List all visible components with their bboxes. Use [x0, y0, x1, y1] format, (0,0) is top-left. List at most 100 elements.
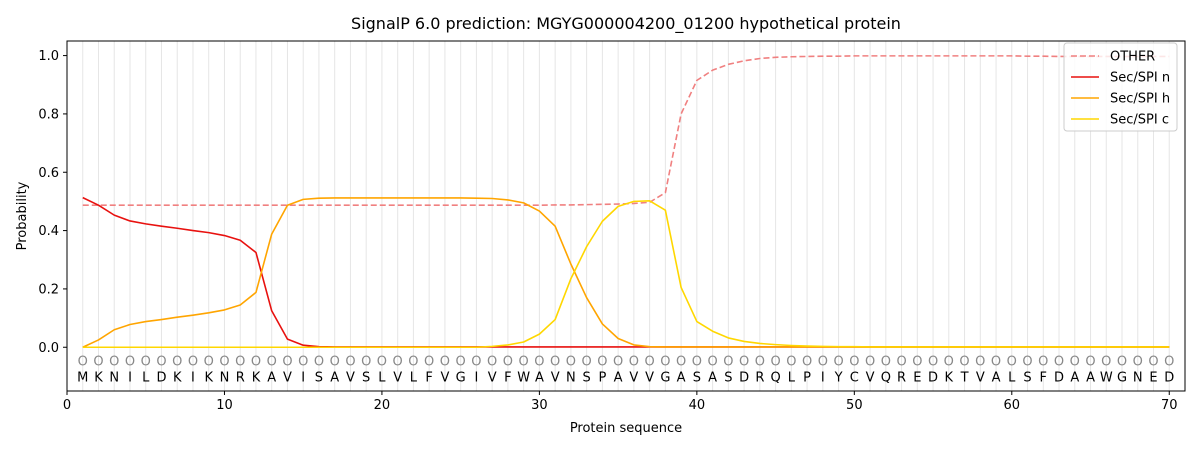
- sequence-letter: N: [220, 370, 230, 385]
- region-label: O: [1117, 354, 1127, 369]
- region-label: O: [645, 354, 655, 369]
- region-label: O: [314, 354, 324, 369]
- sequence-letter: I: [191, 370, 195, 385]
- sequence-letter: I: [301, 370, 305, 385]
- region-label: O: [393, 354, 403, 369]
- y-axis-ticks: 0.0 0.2 0.4 0.6 0.8 1.0: [38, 49, 67, 356]
- region-label: O: [944, 354, 954, 369]
- sequence-letter: K: [94, 370, 103, 385]
- sequence-letter: N: [566, 370, 576, 385]
- series-lines: [82, 55, 1170, 349]
- region-label: O: [471, 354, 481, 369]
- region-label: O: [1070, 354, 1080, 369]
- sequence-letter: A: [677, 370, 686, 385]
- region-label: O: [1164, 354, 1174, 369]
- region-label: O: [613, 354, 623, 369]
- sequence-letter: V: [866, 370, 875, 385]
- sequence-letter: A: [1086, 370, 1095, 385]
- sequence-letter: I: [474, 370, 478, 385]
- y-tick-label: 0.4: [38, 224, 59, 239]
- sequence-letter: I: [128, 370, 132, 385]
- y-axis-label: Probability: [15, 181, 30, 250]
- sequence-letter: V: [488, 370, 497, 385]
- sequence-letter: G: [456, 370, 466, 385]
- sequence-letter: S: [315, 370, 323, 385]
- region-label: O: [1133, 354, 1143, 369]
- sequence-letter: K: [173, 370, 182, 385]
- region-label: O: [1038, 354, 1048, 369]
- sequence-letter: A: [267, 370, 276, 385]
- sequence-letter: A: [992, 370, 1001, 385]
- region-label: O: [786, 354, 796, 369]
- region-label: O: [456, 354, 466, 369]
- region-label: O: [912, 354, 922, 369]
- region-label: O: [975, 354, 985, 369]
- region-label: O: [172, 354, 182, 369]
- x-axis-ticks: 0 10 20 30 40 50 60 70: [63, 391, 1178, 413]
- region-label: O: [849, 354, 859, 369]
- sequence-letter: W: [1100, 370, 1113, 385]
- y-tick-label: 0.2: [38, 282, 59, 297]
- legend-label: OTHER: [1110, 50, 1155, 65]
- sequence-letter: L: [788, 370, 796, 385]
- series-line-sec-spi-n: [82, 196, 1170, 348]
- legend: OTHER Sec/SPI n Sec/SPI h Sec/SPI c: [1063, 42, 1178, 132]
- x-tick-label: 10: [216, 398, 233, 413]
- x-tick-label: 20: [374, 398, 391, 413]
- region-label: O: [219, 354, 229, 369]
- region-label: O: [282, 354, 292, 369]
- region-label: O: [93, 354, 103, 369]
- x-tick-label: 0: [63, 398, 71, 413]
- sequence-letter: E: [1149, 370, 1157, 385]
- region-label: O: [408, 354, 418, 369]
- sequence-letter: D: [1164, 370, 1174, 385]
- sequence-letter: S: [362, 370, 370, 385]
- sequence-letter: V: [645, 370, 654, 385]
- sequence-letter: L: [142, 370, 150, 385]
- plot-frame: [66, 40, 1186, 392]
- sequence-letter: V: [393, 370, 402, 385]
- sequence-letter: A: [708, 370, 717, 385]
- region-label: O: [125, 354, 135, 369]
- sequence-letter: R: [236, 370, 245, 385]
- region-label: O: [770, 354, 780, 369]
- region-label: O: [1085, 354, 1095, 369]
- sequence-letter: N: [109, 370, 119, 385]
- region-label: O: [330, 354, 340, 369]
- sequence-letter: S: [724, 370, 732, 385]
- x-tick-label: 50: [846, 398, 863, 413]
- region-label: O: [881, 354, 891, 369]
- region-label: O: [424, 354, 434, 369]
- region-label: O: [188, 354, 198, 369]
- sequence-letter: R: [897, 370, 906, 385]
- sequence-letter: N: [1133, 370, 1143, 385]
- sequence-letter: A: [330, 370, 339, 385]
- sequence-letter: V: [976, 370, 985, 385]
- region-label: O: [267, 354, 277, 369]
- sequence-letter: S: [1023, 370, 1031, 385]
- sequence-letter: Q: [770, 370, 780, 385]
- legend-label: Sec/SPI h: [1110, 92, 1170, 107]
- region-label: O: [251, 354, 261, 369]
- sequence-letter: S: [583, 370, 591, 385]
- region-label: O: [818, 354, 828, 369]
- legend-box: [1063, 42, 1178, 132]
- sequence-letter: L: [1008, 370, 1016, 385]
- sequence-letter: G: [1117, 370, 1127, 385]
- region-label: O: [865, 354, 875, 369]
- region-label: O: [991, 354, 1001, 369]
- y-tick-label: 0.0: [38, 341, 59, 356]
- sequence-letter: P: [803, 370, 811, 385]
- region-label: O: [298, 354, 308, 369]
- region-label: O: [896, 354, 906, 369]
- region-label: O: [566, 354, 576, 369]
- region-label: O: [377, 354, 387, 369]
- region-label: O: [204, 354, 214, 369]
- sequence-letter: D: [928, 370, 938, 385]
- region-label: O: [629, 354, 639, 369]
- sequence-letter: D: [156, 370, 166, 385]
- region-label: O: [755, 354, 765, 369]
- sequence-letter: V: [346, 370, 355, 385]
